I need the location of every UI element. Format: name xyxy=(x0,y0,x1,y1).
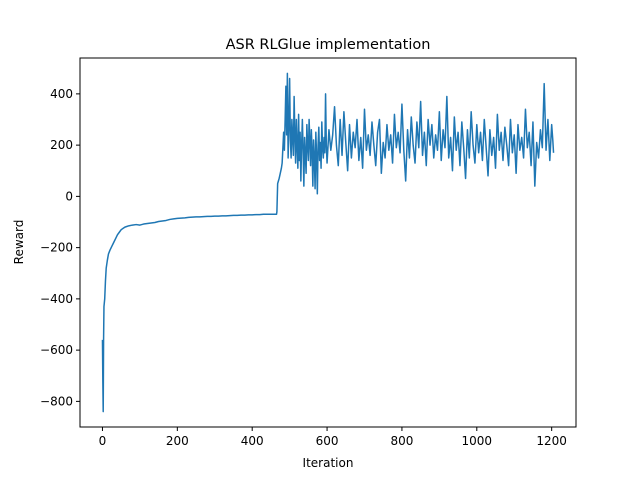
y-tick-label: −200 xyxy=(40,241,73,255)
reward-series-line xyxy=(101,72,555,413)
x-tick-label: 400 xyxy=(241,434,264,448)
x-tick-label: 200 xyxy=(166,434,189,448)
x-tick-label: 800 xyxy=(390,434,413,448)
x-tick-label: 600 xyxy=(316,434,339,448)
x-tick-label: 0 xyxy=(99,434,107,448)
x-axis-label: Iteration xyxy=(303,456,354,470)
y-axis: −800 −600 −400 −200 0 200 400 xyxy=(40,87,80,408)
x-tick-label: 1200 xyxy=(536,434,567,448)
y-tick-label: −600 xyxy=(40,343,73,357)
plot-area xyxy=(101,72,555,413)
y-tick-label: 0 xyxy=(65,189,73,203)
y-tick-label: 200 xyxy=(50,138,73,152)
x-axis: 0 200 400 600 800 1000 1200 xyxy=(99,427,567,448)
plot-frame xyxy=(79,57,577,428)
y-axis-label: Reward xyxy=(12,220,26,265)
y-tick-label: −800 xyxy=(40,394,73,408)
x-tick-label: 1000 xyxy=(462,434,493,448)
y-tick-label: −400 xyxy=(40,292,73,306)
y-tick-label: 400 xyxy=(50,87,73,101)
chart-title: ASR RLGlue implementation xyxy=(226,37,431,53)
